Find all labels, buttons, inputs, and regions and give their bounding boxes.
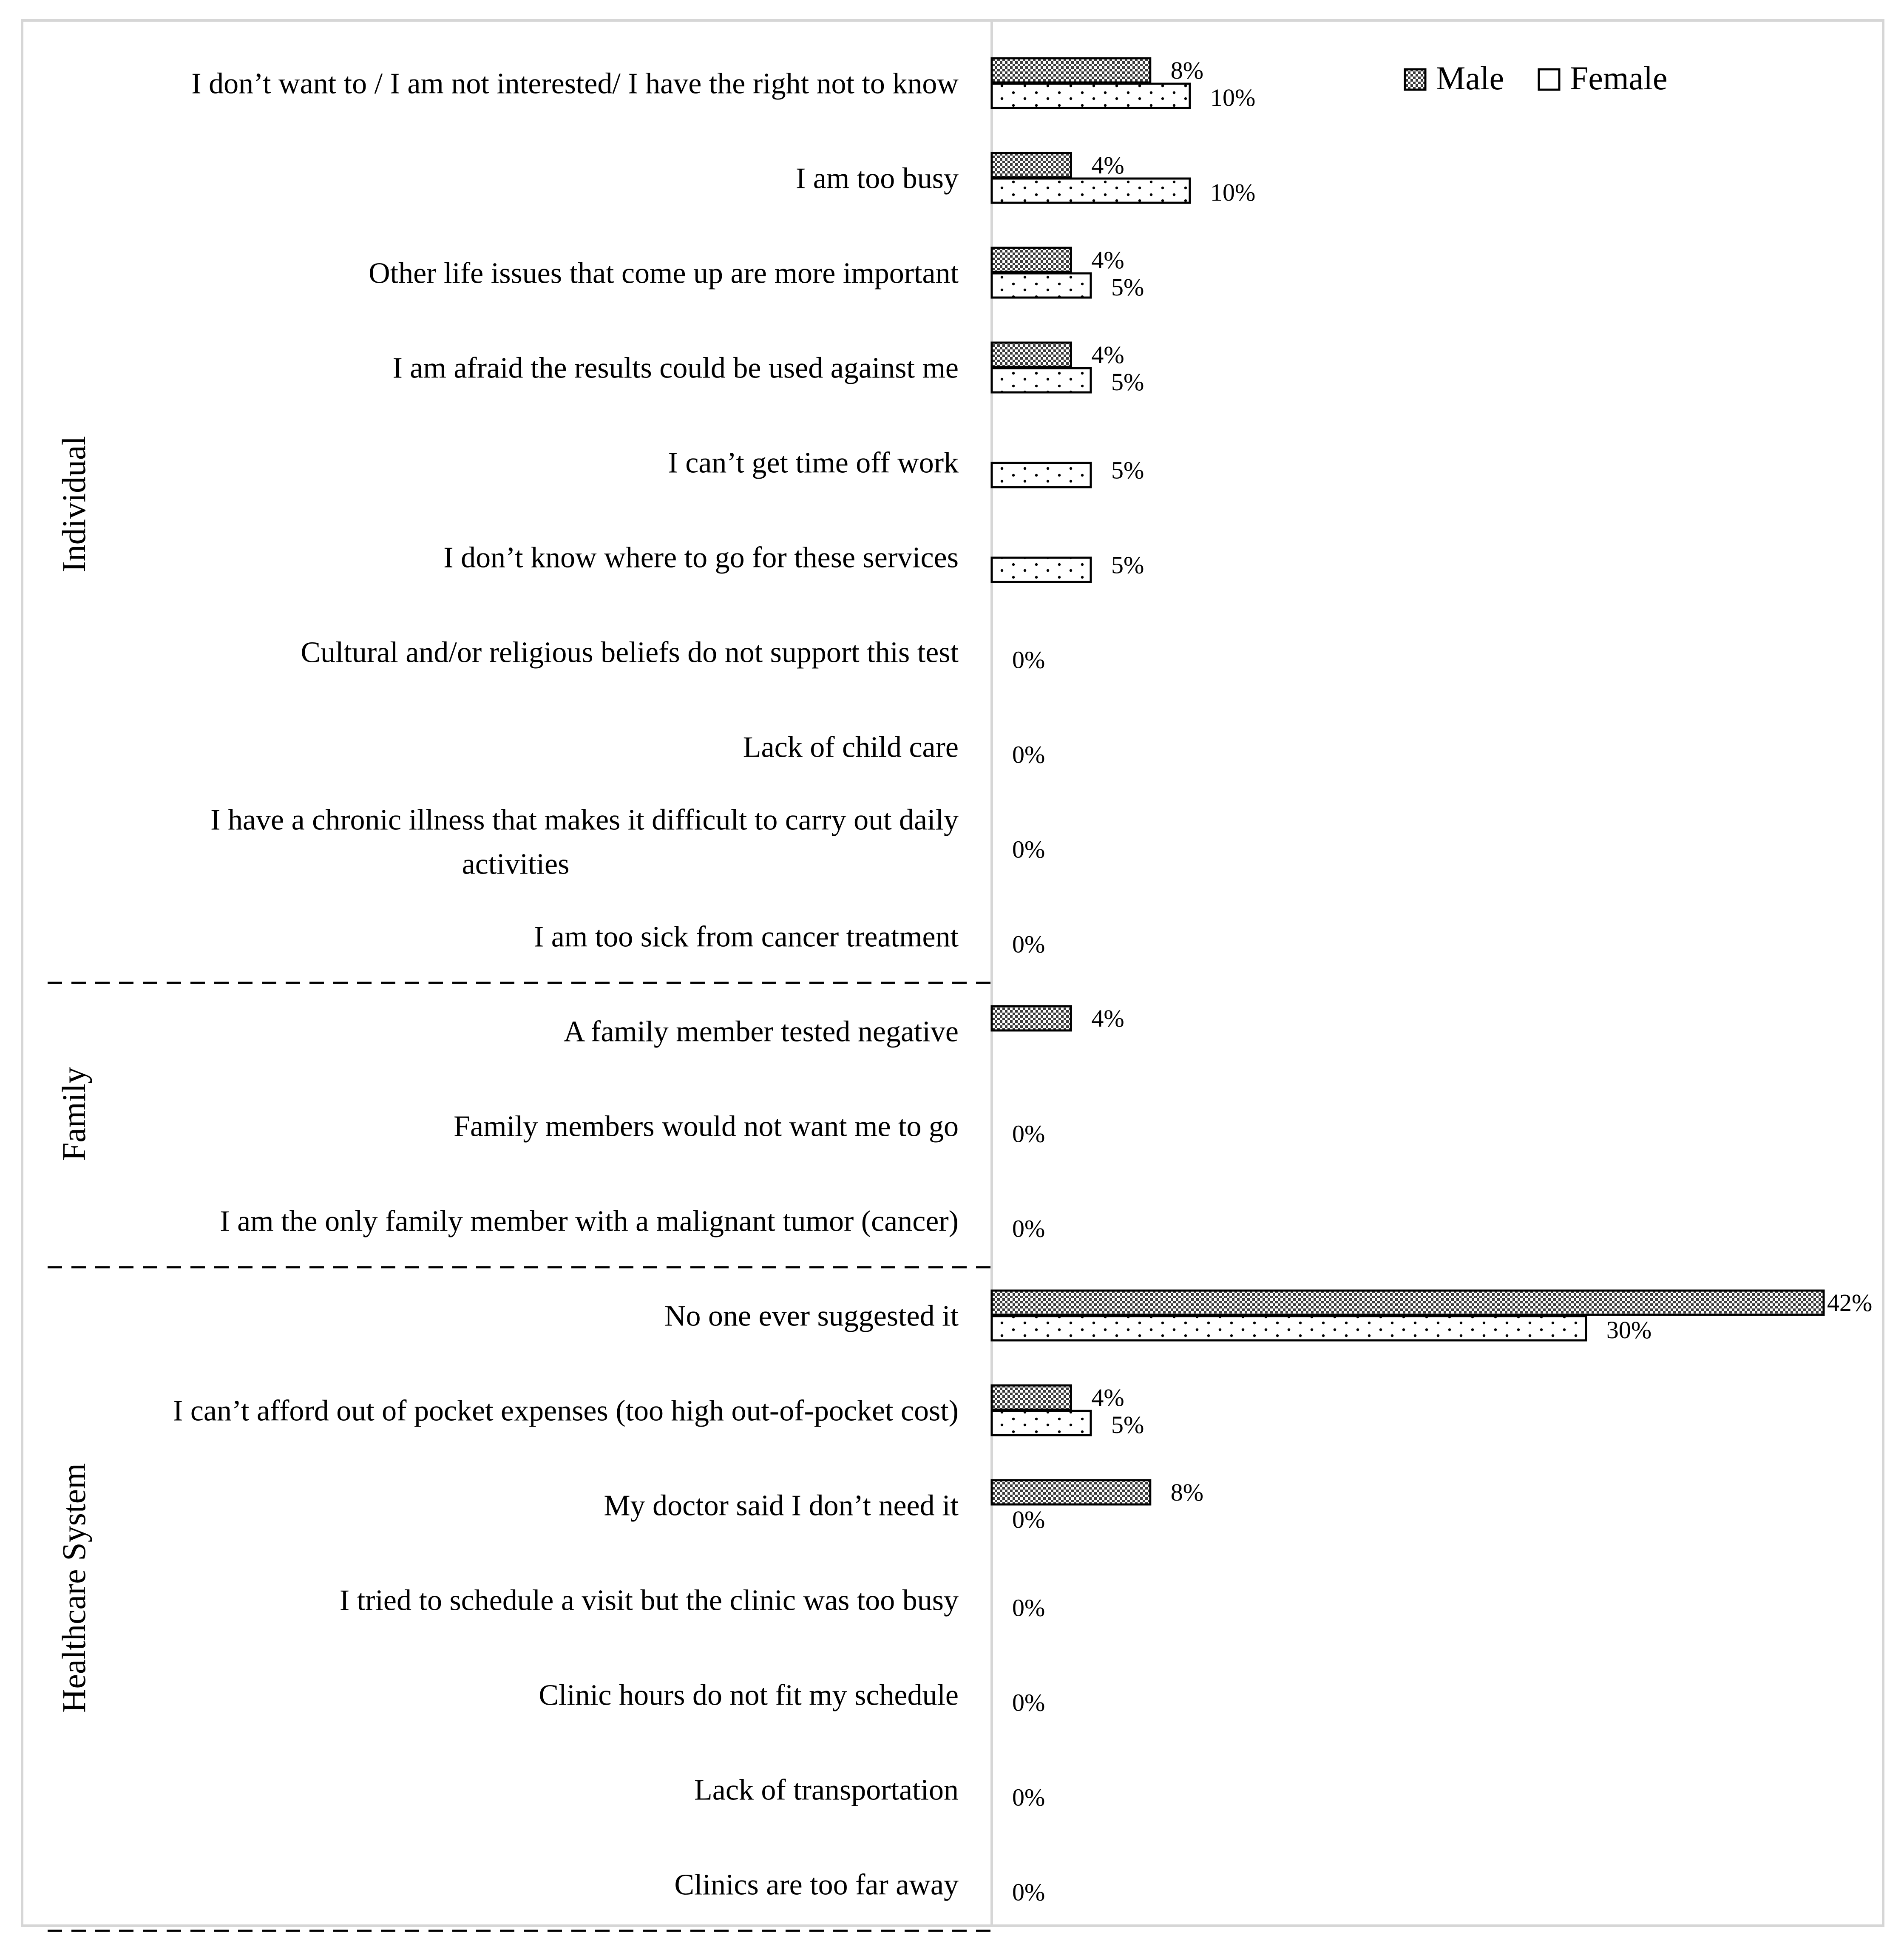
category-label: Other life issues that come up are more …	[369, 257, 959, 290]
bar-male	[990, 152, 1072, 179]
bar-female	[990, 272, 1092, 299]
value-label-female: 0%	[1012, 1594, 1045, 1622]
category-label: I am afraid the results could be used ag…	[392, 352, 959, 385]
chart-frame	[21, 19, 1884, 1927]
bar-male	[990, 247, 1072, 273]
value-label-female: 0%	[1012, 1784, 1045, 1811]
bar-female	[990, 177, 1191, 204]
group-label: Individual	[55, 436, 92, 573]
category-label: Cultural and/or religious beliefs do not…	[301, 636, 959, 669]
category-label: I am too sick from cancer treatment	[534, 921, 959, 953]
value-label-female: 0%	[1012, 836, 1045, 863]
category-label: Lack of transportation	[694, 1774, 959, 1807]
category-label: I don’t know where to go for these servi…	[443, 542, 959, 574]
value-label-male: 8%	[1171, 57, 1203, 84]
value-label-female: 5%	[1111, 551, 1144, 579]
category-label: I tried to schedule a visit but the clin…	[340, 1584, 959, 1617]
bar-female	[990, 367, 1092, 394]
value-label-female: 0%	[1012, 741, 1045, 769]
bar-male	[990, 1479, 1152, 1506]
value-label-female: 0%	[1012, 1879, 1045, 1906]
legend-swatch-female	[1538, 68, 1561, 91]
legend-label-female: Female	[1570, 60, 1668, 96]
category-label-line: I have a chronic illness that makes it d…	[210, 804, 959, 837]
legend-swatch-male	[1404, 68, 1427, 91]
value-label-female: 0%	[1012, 1689, 1045, 1717]
group-label: Healthcare System	[55, 1463, 92, 1713]
value-label-female: 5%	[1111, 273, 1144, 301]
value-label-male: 4%	[1091, 341, 1124, 369]
category-label: Clinics are too far away	[674, 1869, 959, 1901]
category-label: I can’t get time off work	[668, 447, 959, 480]
category-label: My doctor said I don’t need it	[604, 1490, 959, 1522]
value-label-female: 5%	[1111, 1411, 1144, 1439]
value-label-female: 0%	[1012, 1215, 1045, 1243]
bar-female	[990, 462, 1092, 488]
bar-male	[990, 341, 1072, 368]
bar-male	[990, 1384, 1072, 1411]
category-label: I can’t afford out of pocket expenses (t…	[173, 1395, 959, 1427]
value-label-male: 4%	[1091, 246, 1124, 274]
value-label-female: 0%	[1012, 646, 1045, 674]
value-label-female: 0%	[1012, 1506, 1045, 1533]
bar-male	[990, 1005, 1072, 1032]
value-label-female: 0%	[1012, 1120, 1045, 1148]
value-label-male: 4%	[1091, 151, 1124, 179]
category-label: I have a chronic illness that makes it d…	[210, 804, 959, 881]
category-label: Lack of child care	[743, 731, 959, 764]
bar-female	[990, 1410, 1092, 1436]
category-label: No one ever suggested it	[664, 1300, 959, 1333]
value-label-female: 10%	[1210, 179, 1255, 206]
category-label: I am too busy	[796, 162, 959, 195]
bar-female	[990, 556, 1092, 583]
bar-female	[990, 1315, 1587, 1342]
value-label-female: 5%	[1111, 457, 1144, 484]
value-label-male: 42%	[1827, 1289, 1872, 1317]
legend-label-male: Male	[1436, 60, 1504, 96]
category-label: Clinic hours do not fit my schedule	[539, 1679, 959, 1712]
category-label: I don’t want to / I am not interested/ I…	[191, 68, 959, 100]
category-label: I am the only family member with a malig…	[220, 1205, 959, 1238]
category-label-line: activities	[462, 848, 570, 881]
value-label-male: 4%	[1091, 1384, 1124, 1411]
value-label-male: 8%	[1171, 1478, 1203, 1506]
bar-male	[990, 1289, 1825, 1316]
legend: Male Female	[1404, 60, 1668, 96]
category-label: A family member tested negative	[564, 1016, 959, 1048]
value-label-female: 0%	[1012, 931, 1045, 958]
bar-female	[990, 82, 1191, 109]
value-label-female: 10%	[1210, 84, 1255, 111]
value-label-male: 4%	[1091, 1005, 1124, 1032]
value-label-female: 5%	[1111, 368, 1144, 396]
value-label-female: 30%	[1606, 1316, 1651, 1344]
category-label: Family members would not want me to go	[454, 1110, 959, 1143]
group-label: Family	[55, 1067, 92, 1161]
bar-male	[990, 57, 1152, 84]
